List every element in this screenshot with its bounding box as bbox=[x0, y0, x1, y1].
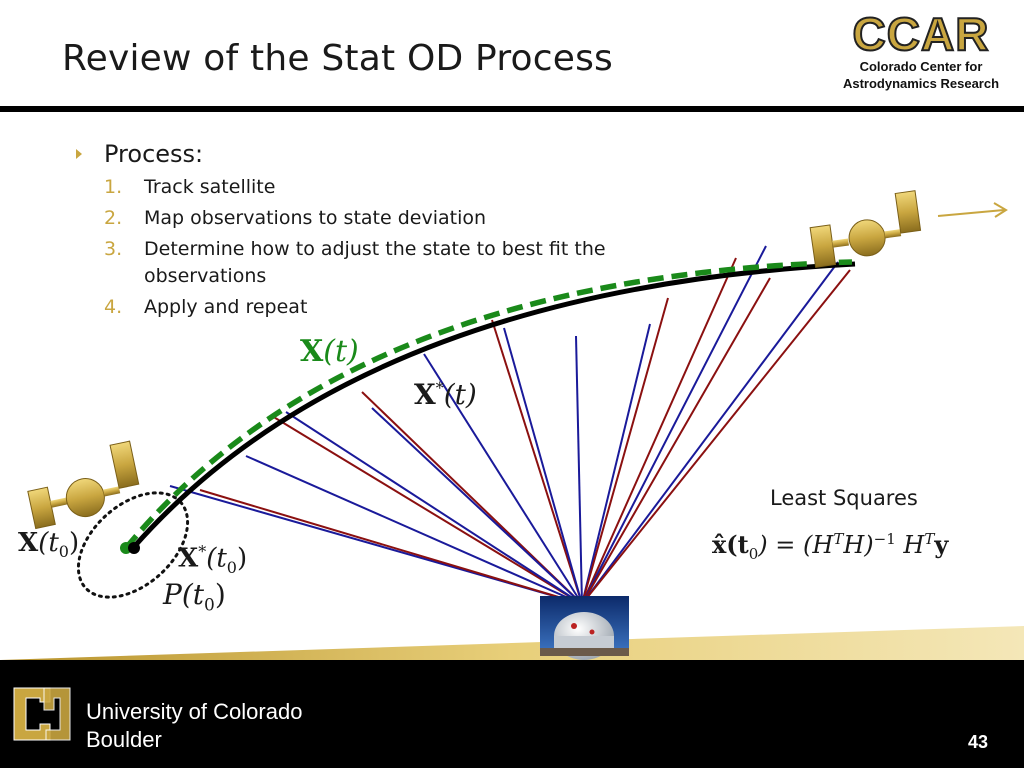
least-squares-equation: x̂(t0) = (HTH)−1 HTy bbox=[712, 530, 949, 563]
observation-lines bbox=[169, 245, 851, 605]
step-number: 1. bbox=[104, 176, 123, 198]
step-text: Map observations to state deviation bbox=[144, 207, 487, 229]
slide-title: Review of the Stat OD Process bbox=[62, 38, 614, 79]
title-divider bbox=[0, 106, 1024, 112]
step-text: Determine how to adjust the state to bes… bbox=[144, 238, 606, 287]
ccar-logo-line1: Colorado Center for bbox=[859, 59, 983, 74]
list-item: 1. Track satellite bbox=[104, 174, 624, 201]
process-steps-list: 1. Track satellite 2. Map observations t… bbox=[104, 174, 624, 325]
footer-bar bbox=[0, 660, 1024, 768]
true-trajectory bbox=[123, 259, 853, 550]
velocity-arrow-icon bbox=[937, 202, 1008, 218]
list-item: 4. Apply and repeat bbox=[104, 294, 624, 321]
list-item: 2. Map observations to state deviation bbox=[104, 205, 624, 232]
reference-trajectory bbox=[131, 261, 856, 550]
university-line2: Boulder bbox=[86, 727, 162, 752]
initial-reference-label: X*(t0) bbox=[178, 542, 248, 577]
process-bullet: Process: bbox=[76, 140, 203, 168]
ccar-logo: CCAR Colorado Center for Astrodynamics R… bbox=[826, 8, 1016, 92]
step-number: 4. bbox=[104, 296, 123, 318]
cu-logo-icon bbox=[13, 687, 71, 741]
initial-state-label: X(t0) bbox=[18, 528, 80, 562]
step-number: 3. bbox=[104, 238, 123, 260]
university-line1: University of Colorado bbox=[86, 699, 303, 724]
page-number: 43 bbox=[968, 732, 989, 752]
gold-band bbox=[0, 626, 1024, 662]
list-item: 3. Determine how to adjust the state to … bbox=[104, 236, 624, 290]
step-text: Apply and repeat bbox=[144, 296, 308, 318]
step-number: 2. bbox=[104, 207, 123, 229]
step-text: Track satellite bbox=[144, 176, 276, 198]
ccar-logo-mark: CCAR bbox=[852, 8, 990, 60]
ground-station-icon bbox=[540, 596, 629, 660]
covariance-label: P(t0) bbox=[163, 578, 226, 616]
process-bullet-label: Process: bbox=[104, 140, 204, 168]
true-trajectory-label: X(t) bbox=[300, 334, 359, 369]
least-squares-label: Least Squares bbox=[770, 486, 918, 510]
satellite-icon bbox=[809, 190, 922, 268]
university-name: University of Colorado Boulder bbox=[86, 698, 386, 754]
reference-trajectory-label: X*(t) bbox=[414, 378, 477, 411]
ccar-logo-line2: Astrodynamics Research bbox=[842, 76, 1000, 91]
satellite-icon bbox=[27, 440, 140, 530]
bullet-arrow-icon bbox=[76, 149, 82, 159]
initial-reference-state-dot bbox=[128, 542, 140, 554]
